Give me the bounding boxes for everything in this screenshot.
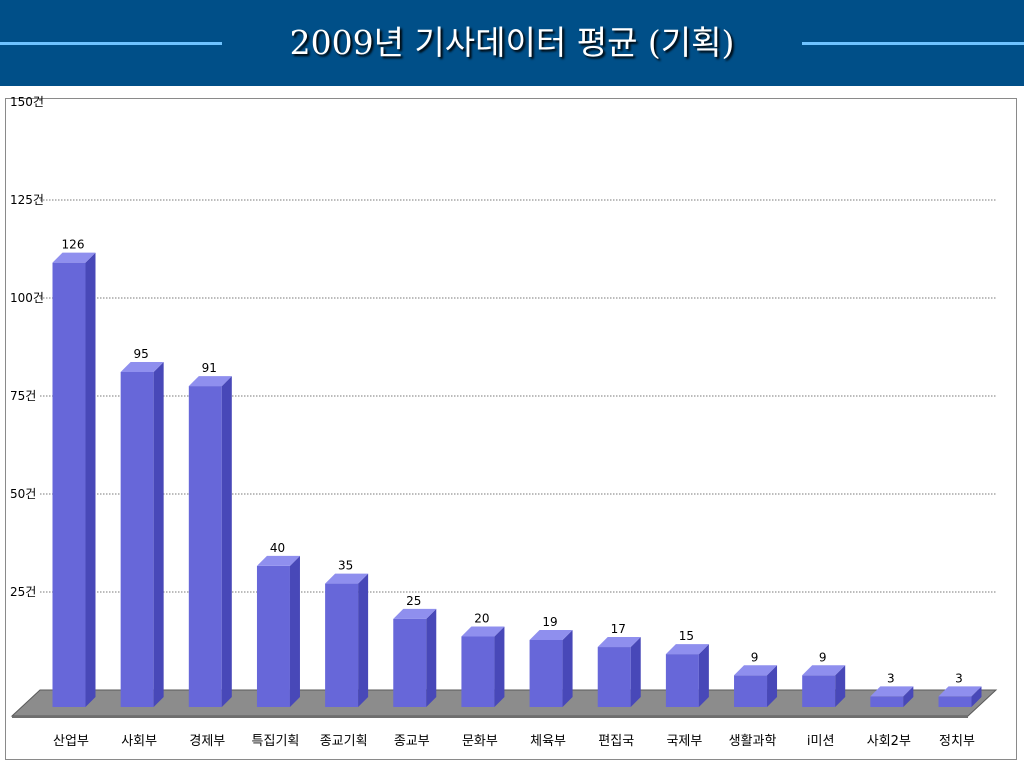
- bar-top: [938, 686, 982, 697]
- bar: [256, 565, 290, 707]
- bar-side: [494, 626, 505, 707]
- bar-top: [393, 608, 437, 619]
- bar-top: [188, 376, 232, 387]
- bar-top: [529, 629, 573, 640]
- bar: [393, 618, 427, 707]
- bar: [870, 696, 904, 707]
- bar-top: [461, 626, 505, 637]
- data-label: 35: [338, 559, 353, 573]
- data-label: 9: [751, 650, 759, 664]
- bar: [188, 386, 222, 707]
- x-tick-label: i미션: [807, 734, 835, 749]
- bar: [802, 675, 836, 707]
- chart-plot-area: [5, 98, 1017, 760]
- bar: [665, 654, 699, 707]
- x-tick-label: 사회2부: [867, 734, 911, 749]
- bar-side: [289, 555, 300, 707]
- x-tick-label: 정치부: [939, 734, 975, 749]
- bar-side: [767, 665, 778, 707]
- bar-top: [325, 573, 369, 584]
- x-tick-label: 문화부: [462, 734, 498, 749]
- bar-top: [870, 686, 914, 697]
- slide-header: 2009년 기사데이터 평균 (기획): [0, 0, 1024, 86]
- data-label: 15: [679, 629, 694, 643]
- header-rule-left: [0, 42, 222, 45]
- header-rule-right: [802, 42, 1024, 45]
- x-tick-label: 종교부: [394, 734, 430, 749]
- x-tick-label: 산업부: [53, 734, 89, 749]
- data-label: 25: [406, 594, 421, 608]
- y-tick-label: 75건: [10, 389, 36, 403]
- bar-side: [221, 376, 232, 707]
- bar-top: [597, 637, 641, 648]
- data-label: 3: [887, 671, 895, 685]
- bar-top: [52, 252, 96, 263]
- data-label: 3: [955, 671, 963, 685]
- data-label: 95: [134, 347, 149, 361]
- x-tick-label: 체육부: [530, 734, 566, 749]
- y-tick-label: 50건: [10, 487, 36, 501]
- y-tick-label: 150건: [10, 95, 44, 109]
- x-tick-label: 생활과학: [729, 734, 777, 749]
- y-tick-label: 125건: [10, 193, 44, 207]
- page-title: 2009년 기사데이터 평균 (기획): [289, 23, 735, 62]
- bar-side: [426, 608, 437, 707]
- bar: [597, 647, 631, 707]
- x-tick-label: 종교기획: [320, 734, 368, 749]
- bar-side: [358, 573, 369, 707]
- bar: [938, 696, 972, 707]
- x-tick-label: 편집국: [598, 734, 634, 749]
- bar-top: [256, 555, 300, 566]
- chart-floor-edge: [12, 716, 968, 718]
- data-label: 126: [62, 238, 85, 252]
- bar-side: [698, 644, 709, 707]
- x-tick-label: 국제부: [666, 734, 702, 749]
- data-label: 40: [270, 541, 285, 555]
- bar-side: [562, 629, 573, 707]
- y-tick-label: 25건: [10, 585, 36, 599]
- bar-top: [665, 644, 709, 655]
- bar-top: [734, 665, 778, 676]
- bar: [734, 675, 768, 707]
- data-label: 19: [542, 615, 557, 629]
- bar-side: [153, 361, 164, 707]
- data-label: 9: [819, 650, 827, 664]
- data-label: 91: [202, 361, 217, 375]
- bar-top: [802, 665, 846, 676]
- bar-side: [835, 665, 846, 707]
- x-tick-label: 경제부: [189, 734, 225, 749]
- bar: [325, 583, 359, 707]
- data-label: 17: [611, 622, 626, 636]
- x-tick-label: 특집기획: [252, 734, 300, 749]
- bar-side: [971, 686, 982, 707]
- data-label: 20: [474, 611, 489, 625]
- bar: [120, 371, 154, 707]
- y-tick-label: 100건: [10, 291, 44, 305]
- bar: [52, 262, 86, 707]
- bar-top: [120, 361, 164, 372]
- bar: [461, 636, 495, 707]
- bar-side: [903, 686, 914, 707]
- bar-side: [630, 637, 641, 707]
- x-tick-label: 사회부: [121, 734, 157, 749]
- bar-side: [85, 252, 96, 707]
- bar: [529, 639, 563, 707]
